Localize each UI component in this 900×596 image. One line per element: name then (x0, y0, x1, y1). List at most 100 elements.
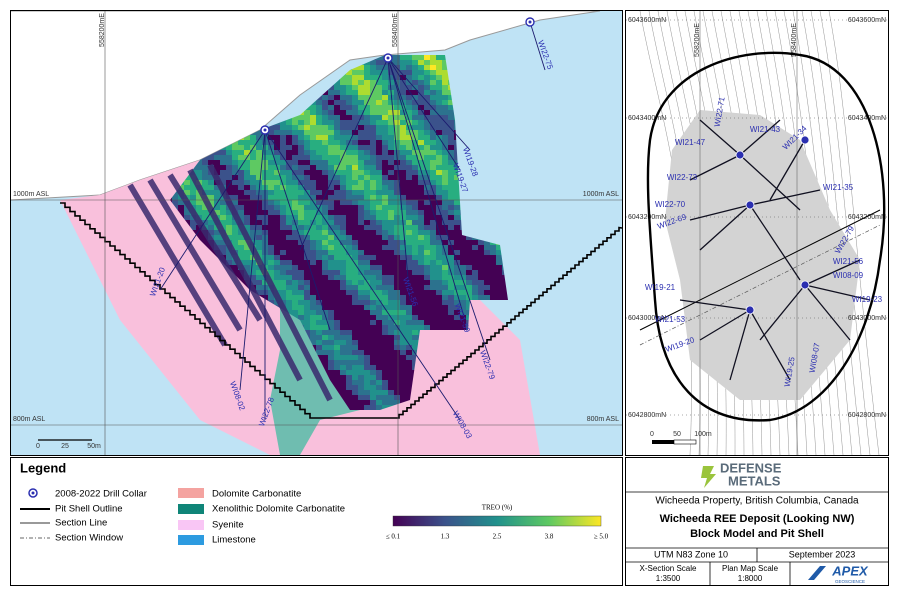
block (358, 365, 364, 370)
block (286, 125, 292, 130)
block (268, 240, 274, 245)
block (424, 260, 430, 265)
block (316, 290, 322, 295)
block (412, 355, 418, 360)
block (310, 250, 316, 255)
northing-label: 6043400mN (848, 115, 886, 122)
block (310, 150, 316, 155)
block (202, 155, 208, 160)
block (298, 130, 304, 135)
block (406, 390, 412, 395)
block (358, 320, 364, 325)
block (424, 60, 430, 65)
block (412, 185, 418, 190)
block (310, 225, 316, 230)
block (388, 400, 394, 405)
block (280, 170, 286, 175)
block (370, 230, 376, 235)
block (232, 245, 238, 250)
block (298, 115, 304, 120)
block (364, 275, 370, 280)
colorbar-label: ≤ 0.1 (386, 533, 401, 541)
block (208, 160, 214, 165)
scale-label: 100m (694, 431, 712, 438)
drill-trace (699, 309, 751, 341)
block (352, 305, 358, 310)
block (388, 395, 394, 400)
block (256, 165, 262, 170)
block (346, 405, 352, 410)
block (358, 150, 364, 155)
block (406, 245, 412, 250)
block (376, 270, 382, 275)
block (370, 225, 376, 230)
block (394, 305, 400, 310)
block (466, 265, 472, 270)
block (388, 185, 394, 190)
block (370, 330, 376, 335)
block (442, 230, 448, 235)
block (334, 125, 340, 130)
block (418, 55, 424, 60)
block (460, 270, 466, 275)
block (400, 55, 406, 60)
block (484, 245, 490, 250)
block (394, 75, 400, 80)
block (430, 300, 436, 305)
block (400, 275, 406, 280)
block (358, 220, 364, 225)
block (352, 195, 358, 200)
block (376, 85, 382, 90)
block (334, 360, 340, 365)
frame (10, 10, 623, 456)
drill-trace (299, 57, 389, 251)
block (430, 285, 436, 290)
block (292, 125, 298, 130)
block (490, 255, 496, 260)
block (208, 195, 214, 200)
block (442, 235, 448, 240)
block (370, 215, 376, 220)
block (304, 120, 310, 125)
block (376, 350, 382, 355)
block (340, 145, 346, 150)
block (388, 350, 394, 355)
block (370, 390, 376, 395)
block (334, 230, 340, 235)
block (346, 195, 352, 200)
block (304, 165, 310, 170)
block (316, 225, 322, 230)
block (442, 190, 448, 195)
block (346, 355, 352, 360)
block (382, 215, 388, 220)
block (298, 220, 304, 225)
block (358, 180, 364, 185)
block (214, 210, 220, 215)
block (274, 195, 280, 200)
block (382, 240, 388, 245)
block (400, 160, 406, 165)
block (214, 150, 220, 155)
block (352, 315, 358, 320)
block (454, 220, 460, 225)
block (412, 250, 418, 255)
block (412, 265, 418, 270)
logo-mark (701, 466, 716, 488)
block (250, 205, 256, 210)
block (382, 175, 388, 180)
block (316, 120, 322, 125)
block (376, 315, 382, 320)
block (292, 115, 298, 120)
block (406, 115, 412, 120)
block (286, 280, 292, 285)
block (370, 210, 376, 215)
block (400, 140, 406, 145)
block (286, 145, 292, 150)
block (268, 210, 274, 215)
block (394, 385, 400, 390)
block (352, 285, 358, 290)
block (322, 185, 328, 190)
block (454, 270, 460, 275)
block (412, 255, 418, 260)
block (496, 270, 502, 275)
